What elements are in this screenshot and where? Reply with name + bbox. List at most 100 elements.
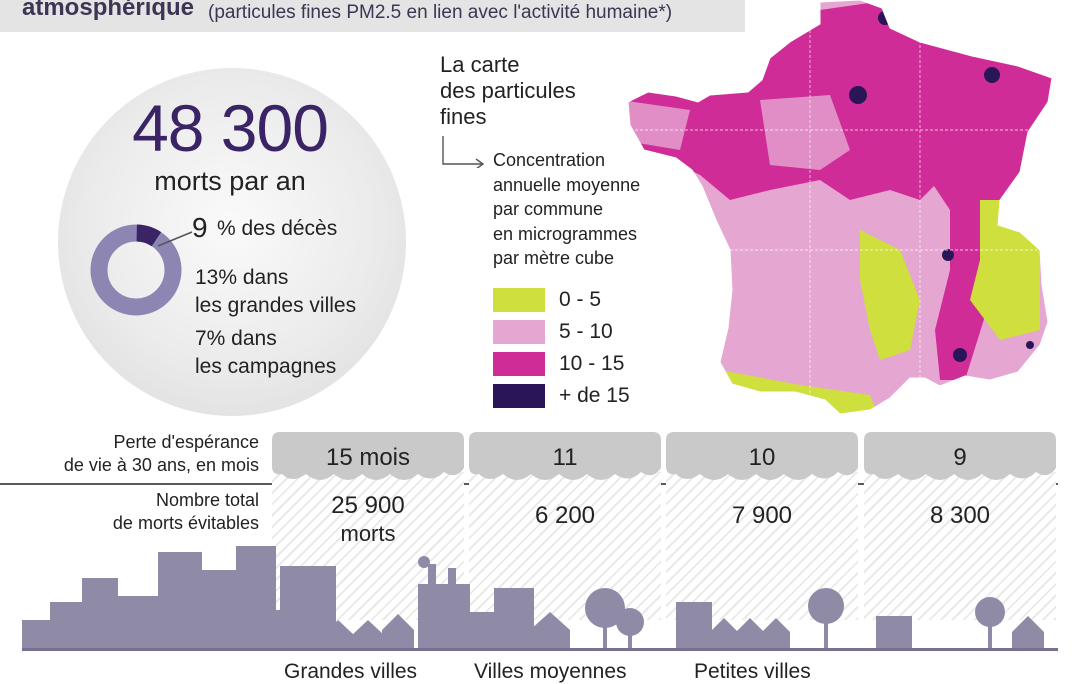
map-hotspot-lyon bbox=[942, 249, 954, 261]
avoidable-deaths-cell: 7 900 bbox=[666, 502, 858, 530]
city-stat-line: les grandes villes bbox=[195, 294, 357, 317]
country-stat-line: 7% dans bbox=[195, 327, 277, 350]
avoidable-deaths-value: 7 900 bbox=[731, 502, 793, 529]
row-label-avoidable-deaths: Nombre total de morts évitables bbox=[14, 489, 259, 535]
chimney-icon bbox=[428, 564, 436, 588]
life-loss-value: 15 mois bbox=[325, 444, 411, 471]
avoidable-deaths-value: 6 200 bbox=[534, 502, 596, 529]
building-icon bbox=[494, 588, 534, 648]
building-icon bbox=[22, 620, 50, 648]
map-hotspot-marseille bbox=[953, 348, 967, 362]
house-icon bbox=[530, 612, 570, 648]
legend-label: 0 - 5 bbox=[559, 288, 602, 311]
factory-icon bbox=[418, 584, 470, 648]
avoidable-deaths-cell: 8 300 bbox=[864, 502, 1056, 530]
map-hotspot-lille bbox=[878, 11, 892, 25]
donut-ring bbox=[90, 224, 182, 316]
building-icon bbox=[82, 578, 118, 648]
map-title-line: La carte bbox=[440, 52, 520, 77]
life-loss-value: 10 bbox=[748, 444, 776, 471]
map-region-borders bbox=[628, 0, 1052, 414]
tree-icon bbox=[616, 608, 644, 636]
chimney-icon bbox=[448, 568, 456, 588]
country-stat-line: les campagnes bbox=[195, 355, 337, 378]
house-icon bbox=[322, 620, 354, 648]
arrow-icon bbox=[442, 136, 485, 168]
legend-description-line: par commune bbox=[493, 199, 604, 219]
legend-swatch bbox=[493, 352, 545, 376]
legend-swatch bbox=[493, 288, 545, 312]
map-low-massif-central bbox=[860, 230, 920, 360]
legend-description-line: par mètre cube bbox=[493, 248, 615, 268]
house-icon bbox=[352, 620, 384, 648]
map-title: La carte des particules fines bbox=[440, 52, 610, 130]
row-label-line: Nombre total bbox=[155, 490, 259, 510]
smog-cloud-icon bbox=[666, 432, 858, 480]
legend-swatch bbox=[493, 320, 545, 344]
life-loss-value: 9 bbox=[953, 444, 967, 471]
smog-cloud-icon bbox=[864, 432, 1056, 480]
house-icon bbox=[762, 618, 790, 648]
city-skyline-illustration bbox=[22, 546, 1044, 648]
map-hotspot-nice bbox=[1026, 341, 1034, 349]
map-title-line: des particules bbox=[440, 78, 576, 103]
country-stat: 7% dans les campagnes bbox=[195, 325, 395, 381]
smoke-icon bbox=[418, 556, 430, 568]
building-icon bbox=[876, 616, 912, 648]
row-label-line: de vie à 30 ans, en mois bbox=[63, 455, 259, 475]
legend-label: 5 - 10 bbox=[559, 320, 613, 343]
footer-label: Villes moyennes bbox=[474, 660, 627, 683]
deaths-unit: morts par an bbox=[154, 166, 306, 196]
footer-label: Petites villes bbox=[694, 660, 811, 683]
legend-description-line: annuelle moyenne bbox=[493, 174, 641, 195]
header-title: atmosphérique bbox=[22, 0, 195, 21]
row-label-life-expectancy: Perte d'espérance de vie à 30 ans, en mo… bbox=[14, 431, 259, 477]
legend-description-line: Concentration bbox=[493, 150, 606, 170]
footer-label: Grandes villes bbox=[284, 660, 418, 683]
ground-line bbox=[22, 648, 1058, 651]
table-column: 9 8 300 bbox=[864, 432, 1056, 620]
building-icon bbox=[222, 610, 292, 648]
building-icon bbox=[676, 602, 712, 648]
building-icon bbox=[50, 602, 82, 648]
row-label-line: Perte d'espérance bbox=[113, 432, 259, 452]
row-label-line: de morts évitables bbox=[112, 513, 259, 533]
map-hotspot-paris bbox=[849, 86, 867, 104]
tree-icon bbox=[808, 588, 844, 624]
building-icon bbox=[158, 552, 202, 648]
avoidable-deaths-cell: 25 900 morts bbox=[272, 492, 464, 548]
avoidable-deaths-cell: 6 200 bbox=[469, 502, 661, 530]
column-hatch bbox=[864, 472, 1056, 620]
legend-swatch bbox=[493, 384, 545, 408]
building-icon bbox=[118, 596, 158, 648]
map-hotspot-strasbourg bbox=[984, 67, 1000, 83]
avoidable-deaths-value: 25 900 bbox=[331, 492, 405, 519]
legend-label: 10 - 15 bbox=[559, 352, 625, 375]
france-pm25-map bbox=[627, 0, 1053, 415]
share-value: 9 bbox=[192, 212, 208, 243]
avoidable-deaths-unit: morts bbox=[340, 521, 396, 546]
header-banner: atmosphérique (particules fines PM2.5 en… bbox=[0, 0, 745, 32]
share-label: % des décès bbox=[217, 217, 338, 240]
tree-icon bbox=[975, 597, 1005, 627]
deaths-number: 48 300 bbox=[132, 91, 329, 165]
share-donut bbox=[90, 224, 193, 316]
header-subtitle: (particules fines PM2.5 en lien avec l'a… bbox=[208, 2, 673, 23]
legend-description: Concentration annuelle moyenne par commu… bbox=[493, 148, 693, 271]
legend-description-line: en microgrammes bbox=[493, 223, 638, 244]
legend-label: + de 15 bbox=[559, 384, 630, 407]
house-icon bbox=[736, 618, 764, 648]
smog-cloud-icon bbox=[272, 432, 464, 480]
smog-cloud-icon bbox=[469, 432, 661, 480]
house-icon bbox=[1012, 616, 1044, 648]
donut-leader-line bbox=[157, 231, 193, 247]
map-mid-centre bbox=[760, 95, 850, 170]
life-loss-value: 11 bbox=[552, 444, 578, 471]
building-icon bbox=[470, 612, 494, 648]
house-icon bbox=[382, 614, 414, 648]
map-outline bbox=[627, 0, 1053, 415]
avoidable-deaths-value: 8 300 bbox=[929, 502, 991, 529]
house-icon bbox=[710, 618, 738, 648]
tree-icon bbox=[585, 588, 625, 628]
city-stat-line: 13% dans bbox=[195, 266, 289, 289]
